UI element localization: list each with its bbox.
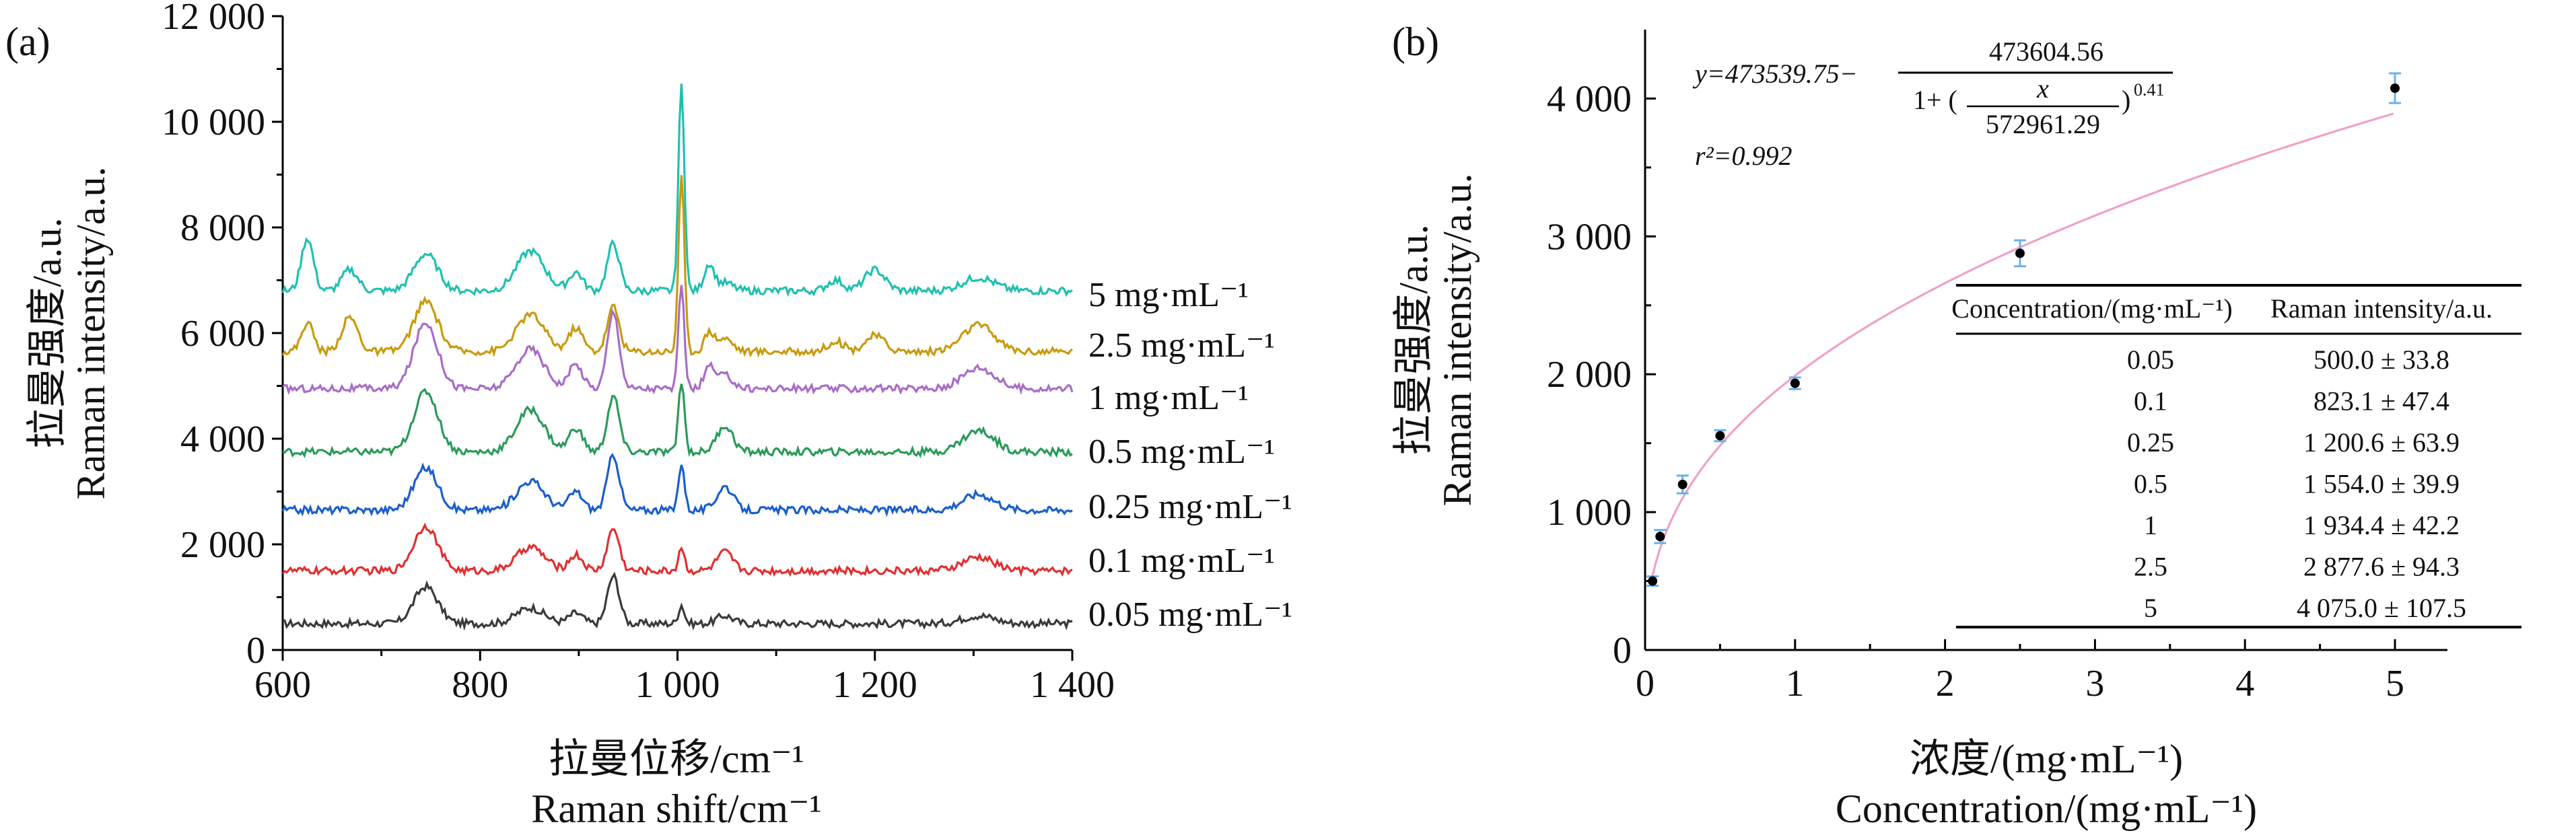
panel-b-x-tick-label: 3 — [2085, 663, 2104, 704]
panel-a-ylabel-cn: 拉曼强度/a.u. — [25, 217, 69, 448]
table-header-intensity: Raman intensity/a.u. — [2270, 293, 2493, 324]
panel-a-series-labels: 5 mg·mL⁻¹ 2.5 mg·mL⁻¹ 1 mg·mL⁻¹ 0.5 mg·mL⁻¹… — [1088, 276, 1292, 634]
panel-b-xlabel-en: Concentration/(mg·mL⁻¹) — [1836, 787, 2257, 831]
panel-a-spectra — [281, 83, 1074, 631]
spectrum-line — [281, 453, 1073, 517]
equation-denom-prefix: 1+ ( — [1913, 85, 1957, 115]
table-cell-intensity: 1 200.6 ± 63.9 — [2303, 427, 2460, 458]
table-cell-intensity: 1 934.4 ± 42.2 — [2303, 510, 2460, 540]
equation-y-part: y=473539.75− — [1692, 59, 1858, 89]
table-cell-intensity: 1 554.0 ± 39.9 — [2303, 469, 2460, 499]
panel-b-y-tick-label: 2 000 — [1547, 354, 1632, 396]
panel-a-xlabel-en: Raman shift/cm⁻¹ — [531, 787, 821, 831]
data-point — [1790, 378, 1800, 388]
spectrum-line — [281, 83, 1073, 297]
panel-b-y-tick-label: 0 — [1613, 630, 1632, 672]
panel-a-x-tick-label: 1 200 — [833, 664, 917, 706]
table-cell-intensity: 500.0 ± 33.8 — [2313, 345, 2449, 375]
spectrum-line — [281, 522, 1073, 577]
fit-curve-line — [1651, 112, 2394, 576]
table-cell-concentration: 0.1 — [2134, 386, 2167, 416]
panel-b-y-tick-label: 1 000 — [1547, 492, 1632, 534]
panel-b-ylabel-en: Raman intensity/a.u. — [1435, 174, 1480, 507]
table-cell-concentration: 1 — [2144, 510, 2157, 540]
panel-a-y-tick-label: 8 000 — [180, 207, 265, 249]
panel-b-x-tick-label: 1 — [1786, 663, 1805, 704]
spectrum-line — [281, 175, 1073, 358]
series-label: 0.05 mg·mL⁻¹ — [1088, 595, 1292, 634]
table-cell-concentration: 5 — [2144, 593, 2157, 623]
data-table: Concentration/(mg·mL⁻¹) Raman intensity/… — [1951, 284, 2521, 628]
data-point — [1655, 532, 1665, 542]
panel-a-y-tick-label: 2 000 — [180, 524, 265, 566]
equation-close-paren: ) — [2122, 85, 2130, 115]
data-point — [1677, 480, 1687, 490]
panel-a-x-tick-label: 800 — [452, 664, 508, 706]
panel-a-x-tick-label: 1 000 — [635, 664, 720, 706]
data-point — [2390, 83, 2400, 94]
panel-b-x-tick-label: 2 — [1936, 663, 1955, 704]
table-header-concentration: Concentration/(mg·mL⁻¹) — [1951, 293, 2232, 324]
panel-a-y-tick-label: 10 000 — [162, 102, 265, 143]
equation-exponent: 0.41 — [2134, 80, 2165, 100]
table-cell-concentration: 0.25 — [2127, 427, 2174, 458]
panel-a-xlabel-cn: 拉曼位移/cm⁻¹ — [549, 737, 804, 781]
panel-b-y-tick-label: 3 000 — [1547, 216, 1632, 258]
panel-a-x-tick-label: 600 — [254, 664, 311, 706]
table-cell-concentration: 0.05 — [2127, 345, 2174, 375]
table-cell-concentration: 2.5 — [2134, 552, 2167, 582]
panel-b-y-tick-label: 4 000 — [1547, 78, 1632, 120]
panel-a-y-tick-label: 6 000 — [180, 313, 265, 355]
data-point — [1715, 431, 1725, 441]
equation-frac-den: 572961.29 — [1986, 109, 2100, 139]
panel-a-y-tick-label: 4 000 — [180, 419, 265, 460]
equation-r2: r²=0.992 — [1695, 141, 1792, 171]
panel-a-x-tick-label: 1 400 — [1030, 664, 1115, 706]
data-point — [2015, 248, 2025, 258]
panel-a-x-ticks: 600 800 1 000 1 200 1 400 — [254, 650, 1115, 706]
table-cell-concentration: 0.5 — [2134, 469, 2167, 499]
spectrum-line — [282, 285, 1074, 396]
spectrum-line — [282, 571, 1073, 631]
panel-b-x-tick-label: 5 — [2386, 663, 2404, 704]
panel-b-xlabel-cn: 浓度/(mg·mL⁻¹) — [1910, 737, 2183, 781]
series-label: 0.5 mg·mL⁻¹ — [1088, 433, 1275, 471]
panel-b: (b) 0 1 2 3 4 5 0 1 000 2 000 3 000 4 000 y=47353… — [1391, 20, 2521, 831]
series-label: 5 mg·mL⁻¹ — [1088, 276, 1249, 314]
panel-b-ylabel-cn: 拉曼强度/a.u. — [1391, 224, 1436, 455]
panel-b-x-ticks: 0 1 2 3 4 5 — [1636, 639, 2404, 704]
panel-a: (a) 600 800 1 000 1 200 1 400 0 2 000 4 000 6 0… — [5, 0, 1292, 831]
panel-a-ylabel-en: Raman intensity/a.u. — [69, 167, 113, 500]
fit-equation: y=473539.75− 473604.56 1+ ( x 572961.29 … — [1692, 36, 2173, 171]
table-cell-intensity: 2 877.6 ± 94.3 — [2303, 552, 2460, 582]
data-point — [1648, 576, 1658, 586]
panel-a-y-ticks: 0 2 000 4 000 6 000 8 000 10 000 12 000 — [162, 0, 283, 672]
series-label: 2.5 mg·mL⁻¹ — [1088, 326, 1275, 365]
panel-b-label: (b) — [1392, 20, 1439, 64]
panel-b-y-ticks: 0 1 000 2 000 3 000 4 000 — [1547, 78, 1656, 672]
panel-a-y-tick-label: 0 — [246, 630, 265, 672]
series-label: 1 mg·mL⁻¹ — [1088, 379, 1249, 417]
equation-frac-num: x — [2036, 73, 2049, 104]
panel-a-label: (a) — [5, 20, 50, 64]
equation-numerator: 473604.56 — [1989, 36, 2103, 67]
table-cell-intensity: 4 075.0 ± 107.5 — [2297, 593, 2466, 623]
series-label: 0.1 mg·mL⁻¹ — [1088, 542, 1275, 580]
panel-b-x-tick-label: 4 — [2235, 663, 2254, 704]
panel-a-y-tick-label: 12 000 — [162, 0, 265, 38]
table-rows: 0.05 500.0 ± 33.8 0.1 823.1 ± 47.4 0.25 1 200… — [2127, 345, 2466, 623]
table-cell-intensity: 823.1 ± 47.4 — [2313, 386, 2449, 416]
panel-b-fit-curve — [1651, 112, 2394, 576]
series-label: 0.25 mg·mL⁻¹ — [1088, 488, 1292, 526]
spectrum-line — [282, 384, 1073, 459]
panel-b-x-tick-label: 0 — [1636, 663, 1655, 704]
panel-b-data-points — [1646, 72, 2402, 587]
